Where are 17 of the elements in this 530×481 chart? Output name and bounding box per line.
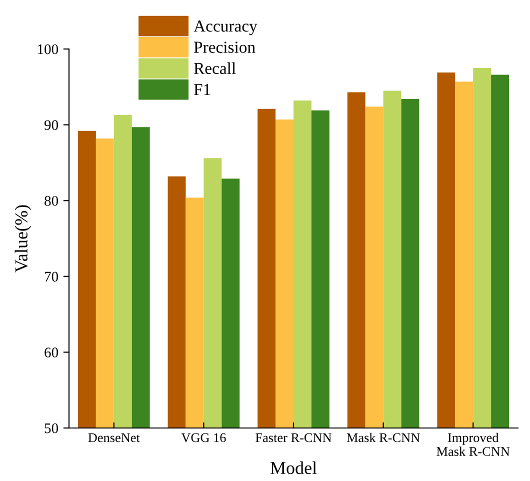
x-axis-title: Model — [270, 461, 317, 474]
legend-label: Precision — [194, 42, 256, 53]
y-tick-label: 70 — [44, 272, 58, 282]
x-tick-label: VGG 16 — [181, 433, 226, 442]
x-tick-label: Mask R-CNN — [346, 432, 420, 442]
legend-label: F1 — [194, 84, 210, 96]
y-tick-label: 80 — [44, 196, 58, 206]
y-tick-label: 90 — [44, 120, 58, 130]
x-tick-label: DenseNet — [88, 433, 140, 442]
x-tick-label: Faster R-CNN — [256, 433, 332, 442]
y-tick-label: 50 — [44, 423, 58, 434]
y-tick-label: 60 — [44, 348, 58, 358]
x-tick-label: Improved Mask R-CNN — [436, 432, 510, 456]
legend-label: Recall — [194, 62, 236, 74]
y-tick-label: 100 — [38, 44, 58, 54]
legend-label: Accuracy — [194, 20, 258, 36]
y-axis-title: Value(%) — [14, 205, 32, 272]
